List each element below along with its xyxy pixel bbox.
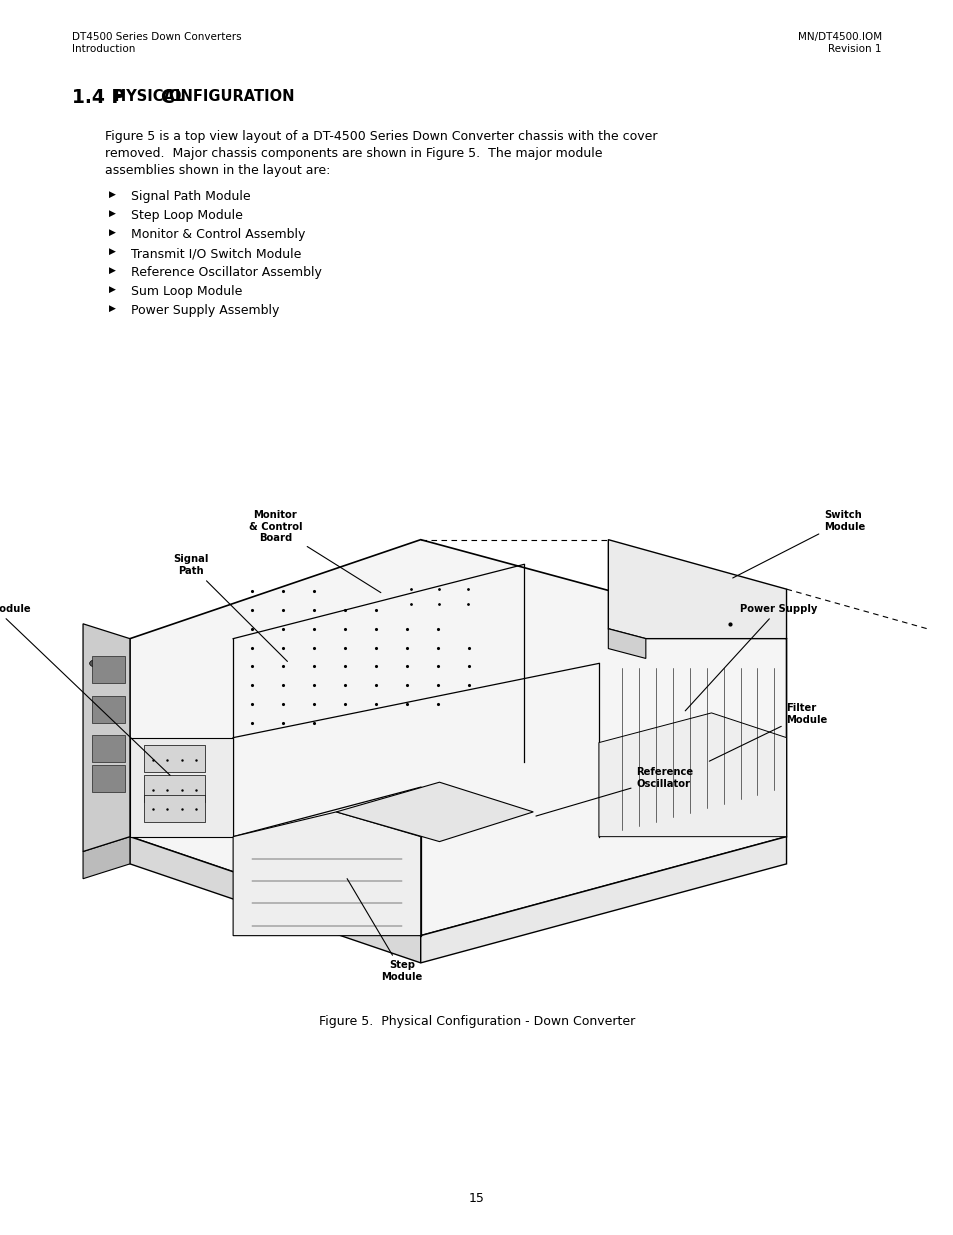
Text: ▶: ▶ [109, 247, 115, 256]
Text: Step Loop Module: Step Loop Module [131, 209, 243, 222]
Polygon shape [130, 836, 420, 963]
Text: Power Supply: Power Supply [684, 604, 816, 711]
Polygon shape [598, 713, 785, 836]
Text: Revision 1: Revision 1 [827, 44, 882, 54]
Text: Figure 5.  Physical Configuration - Down Converter: Figure 5. Physical Configuration - Down … [318, 1015, 635, 1028]
Text: ▶: ▶ [109, 228, 115, 237]
Text: ▶: ▶ [109, 209, 115, 219]
Text: Filter
Module: Filter Module [709, 703, 827, 761]
Text: ▶: ▶ [109, 285, 115, 294]
Polygon shape [233, 811, 420, 936]
Text: removed.  Major chassis components are shown in Figure 5.  The major module: removed. Major chassis components are sh… [105, 147, 602, 161]
Text: ▶: ▶ [109, 190, 115, 199]
Text: Figure 5 is a top view layout of a DT-4500 Series Down Converter chassis with th: Figure 5 is a top view layout of a DT-45… [105, 130, 657, 143]
Text: ONFIGURATION: ONFIGURATION [169, 89, 294, 104]
Text: Reference Oscillator Assembly: Reference Oscillator Assembly [131, 266, 321, 279]
Text: Monitor & Control Assembly: Monitor & Control Assembly [131, 228, 305, 241]
Circle shape [90, 659, 105, 667]
Polygon shape [130, 540, 785, 936]
Polygon shape [420, 836, 785, 963]
Text: Step
Module: Step Module [347, 878, 422, 982]
Text: ▶: ▶ [109, 266, 115, 275]
Text: Signal
Path: Signal Path [173, 555, 287, 662]
Text: Switch
Module: Switch Module [732, 510, 864, 578]
Text: Introduction: Introduction [71, 44, 135, 54]
Text: DT4500 Series Down Converters: DT4500 Series Down Converters [71, 32, 241, 42]
Text: C: C [160, 88, 173, 107]
Polygon shape [92, 764, 125, 792]
Text: Monitor
& Control
Board: Monitor & Control Board [249, 510, 380, 593]
Text: HYSICAL: HYSICAL [113, 89, 189, 104]
Polygon shape [144, 774, 205, 802]
Text: Sum Module: Sum Module [0, 604, 170, 776]
Text: Transmit I/O Switch Module: Transmit I/O Switch Module [131, 247, 301, 261]
Polygon shape [83, 836, 130, 879]
Polygon shape [92, 695, 125, 722]
Text: Signal Path Module: Signal Path Module [131, 190, 251, 203]
Text: ▶: ▶ [109, 304, 115, 312]
Polygon shape [83, 624, 130, 851]
Polygon shape [608, 540, 785, 638]
Polygon shape [144, 745, 205, 772]
Text: MN/DT4500.IOM: MN/DT4500.IOM [797, 32, 882, 42]
Text: 15: 15 [469, 1192, 484, 1205]
Text: assemblies shown in the layout are:: assemblies shown in the layout are: [105, 164, 330, 177]
Text: Reference
Oscillator: Reference Oscillator [536, 767, 693, 816]
Polygon shape [92, 656, 125, 683]
Polygon shape [144, 794, 205, 821]
Polygon shape [130, 737, 233, 836]
Polygon shape [92, 735, 125, 762]
Text: Sum Loop Module: Sum Loop Module [131, 285, 242, 298]
Polygon shape [608, 629, 645, 658]
Text: Power Supply Assembly: Power Supply Assembly [131, 304, 279, 317]
Polygon shape [336, 782, 533, 841]
Text: 1.4 P: 1.4 P [71, 88, 125, 107]
